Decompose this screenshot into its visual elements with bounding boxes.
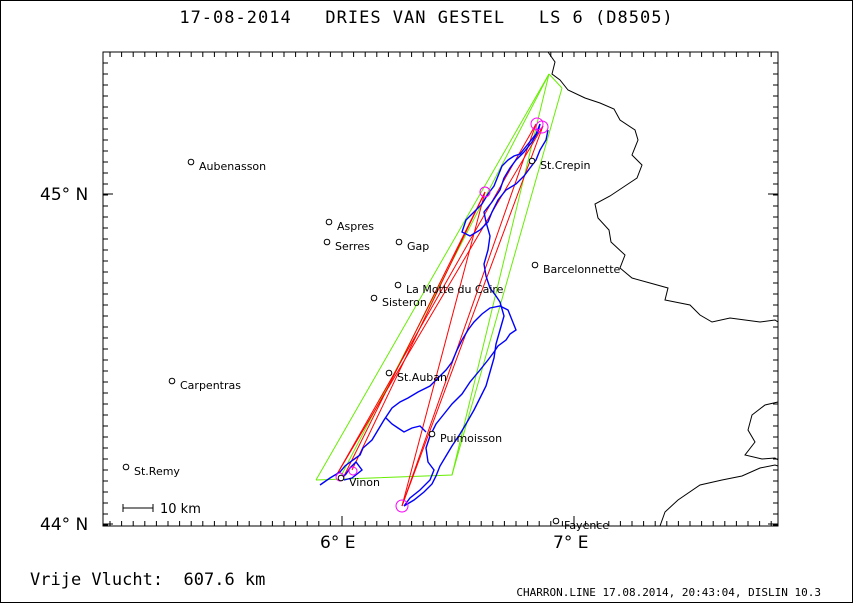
place-label: Vinon (349, 476, 380, 489)
scale-bar: 10 km (122, 502, 201, 517)
turnpoint-markers (335, 117, 549, 513)
place-label: St.Auban (397, 371, 447, 384)
y-axis-label-44n: 44° N (40, 515, 88, 535)
flight-title: 17-08-2014 DRIES VAN GESTEL LS 6 (D8505) (179, 8, 674, 28)
place-marker (168, 377, 176, 385)
turnpoint-marker (535, 120, 549, 134)
place-label: Puimoisson (440, 432, 502, 445)
program-info: CHARRON.LINE 17.08.2014, 20:43:04, DISLI… (516, 586, 821, 599)
sector-lines (315, 73, 563, 481)
place-label: Aspres (337, 220, 374, 233)
place-marker (394, 281, 402, 289)
place-label: Fayence (564, 519, 609, 532)
place-marker (323, 238, 331, 246)
place-label: St.Remy (134, 465, 180, 478)
scale-bar-line (122, 504, 154, 512)
x-axis-label-6e: 6° E (320, 533, 355, 553)
place-label: Barcelonnette (543, 263, 621, 276)
place-marker (385, 369, 393, 377)
place-marker (428, 430, 436, 438)
place-label: Sisteron (382, 296, 427, 309)
country-borders (547, 51, 779, 527)
place-marker (337, 474, 345, 482)
place-label: Serres (335, 240, 370, 253)
task-lines (335, 123, 544, 507)
map-plot-area (102, 51, 779, 527)
place-label: Gap (407, 240, 429, 253)
free-flight-distance: Vrije Vlucht: 607.6 km (30, 570, 266, 590)
turnpoint-marker (395, 499, 409, 513)
gps-track (319, 123, 549, 507)
place-marker (122, 463, 130, 471)
place-marker (325, 218, 333, 226)
y-axis-label-45n: 45° N (40, 185, 88, 205)
turnpoint-marker (479, 186, 491, 198)
place-markers: Aubenasson Aspres Serres Gap St.Crepin Barcel… (122, 157, 621, 532)
place-marker (370, 294, 378, 302)
turnpoint-marker (348, 466, 358, 476)
place-marker (187, 158, 195, 166)
place-label: St.Crepin (540, 159, 591, 172)
place-marker (395, 238, 403, 246)
place-label: La Motte du Caire (406, 283, 504, 296)
place-marker (552, 517, 560, 525)
place-label: Carpentras (180, 379, 241, 392)
place-marker (528, 157, 536, 165)
place-marker (531, 261, 539, 269)
axis-ticks (103, 52, 778, 526)
place-label: Aubenasson (199, 160, 266, 173)
x-axis-label-7e: 7° E (553, 533, 588, 553)
scale-bar-label: 10 km (160, 502, 201, 517)
